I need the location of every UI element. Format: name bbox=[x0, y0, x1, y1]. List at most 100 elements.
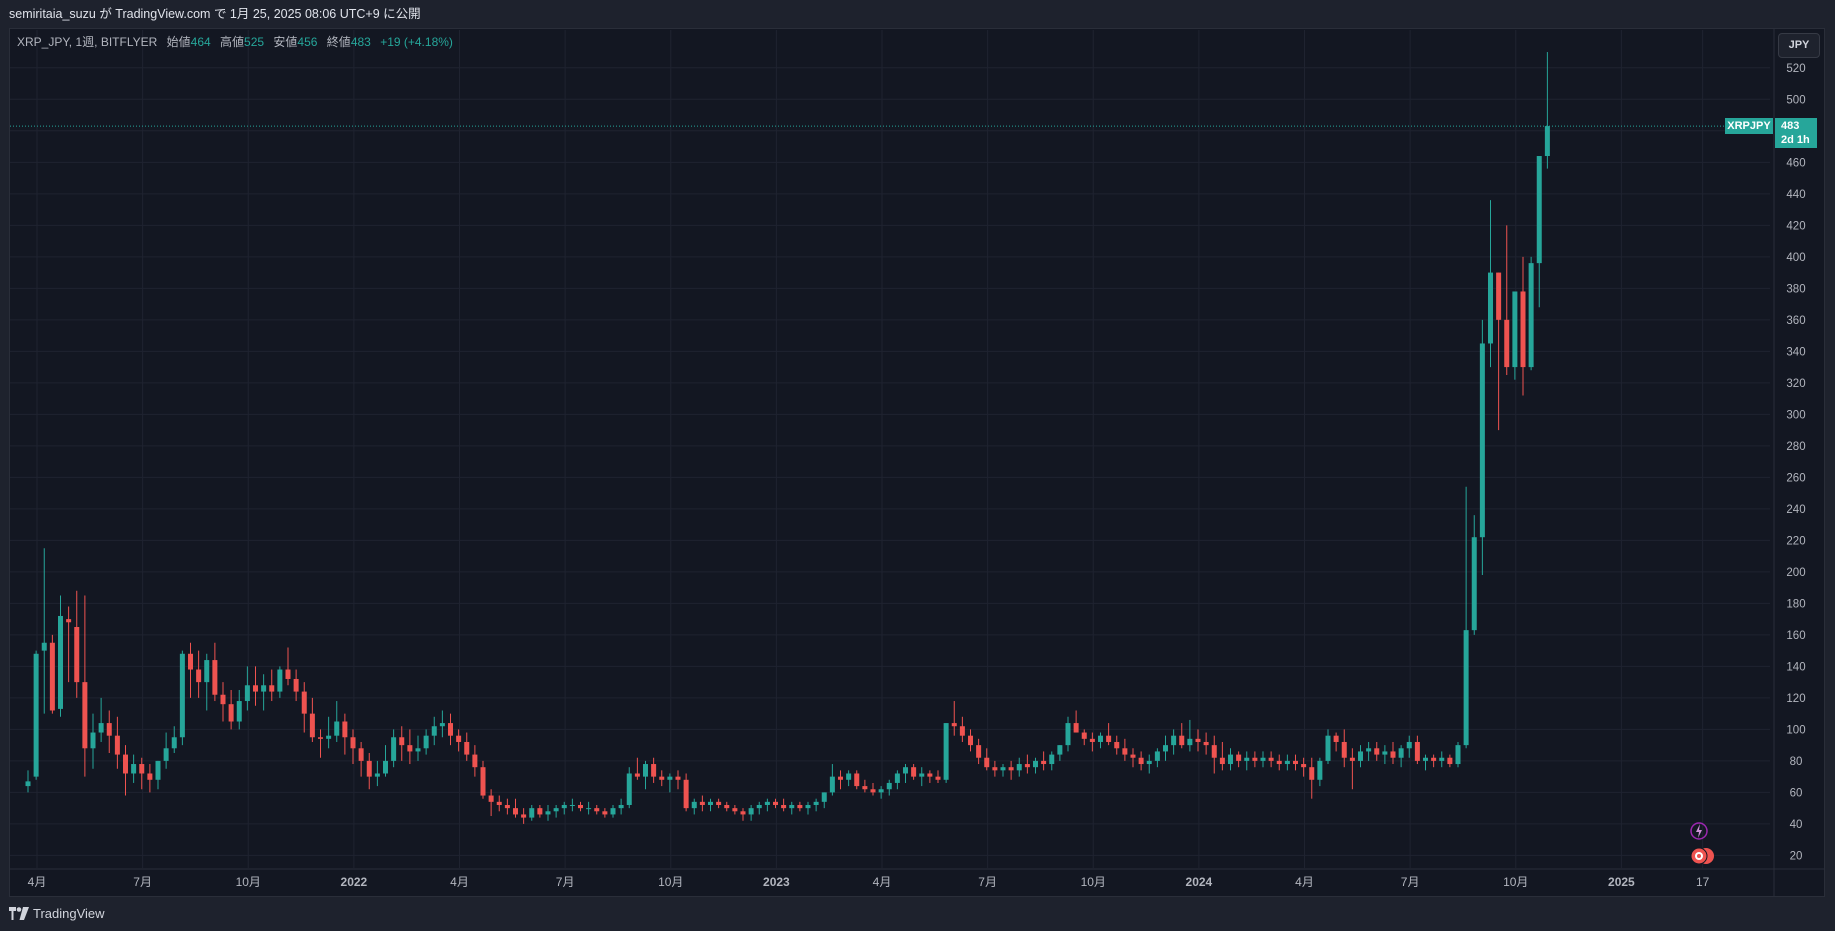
candle-body bbox=[480, 767, 486, 796]
candle-body bbox=[1333, 735, 1339, 742]
y-tick-label: 340 bbox=[1786, 346, 1805, 358]
candle-body bbox=[675, 776, 681, 780]
candle-body bbox=[1098, 735, 1103, 742]
legend-close-label: 終値 bbox=[326, 35, 351, 49]
publish-info: semiritaia_suzu が TradingView.com で 1月 2… bbox=[0, 0, 1835, 28]
candle-body bbox=[228, 704, 234, 722]
candle-body bbox=[1106, 735, 1112, 742]
candle-body bbox=[74, 626, 80, 683]
candle-body bbox=[147, 773, 153, 780]
candle-body bbox=[1089, 738, 1095, 742]
candle-body bbox=[594, 808, 600, 812]
x-tick-label: 2023 bbox=[763, 875, 790, 889]
candle-body bbox=[683, 779, 689, 809]
candle-body bbox=[1049, 754, 1055, 765]
candle-body bbox=[399, 737, 405, 746]
candle-body bbox=[41, 642, 47, 651]
candle-body bbox=[821, 792, 827, 802]
candle-body bbox=[699, 801, 705, 805]
candle-body bbox=[98, 723, 104, 733]
y-tick-label: 120 bbox=[1786, 693, 1805, 705]
legend-high-label: 高値 bbox=[220, 35, 245, 49]
candle-body bbox=[1260, 757, 1266, 761]
candle-body bbox=[1211, 745, 1217, 758]
candle-body bbox=[66, 619, 72, 623]
candle-body bbox=[1349, 757, 1355, 761]
candle-body bbox=[1512, 291, 1518, 368]
candle-body bbox=[1293, 760, 1298, 765]
candle-body bbox=[496, 801, 502, 805]
legend-low-label: 安値 bbox=[273, 35, 298, 49]
legend-low-value: 456 bbox=[297, 35, 318, 49]
candle-body bbox=[716, 801, 722, 805]
x-tick-label: 7月 bbox=[978, 875, 997, 889]
candle-body bbox=[1447, 757, 1453, 765]
chart-pane[interactable] bbox=[9, 28, 1825, 897]
x-tick-label: 4月 bbox=[873, 875, 892, 889]
y-tick-label: 360 bbox=[1786, 315, 1805, 327]
candle-body bbox=[1382, 751, 1388, 755]
candle-body bbox=[1146, 760, 1152, 765]
y-tick-label: 200 bbox=[1786, 567, 1805, 579]
currency-button[interactable]: JPY bbox=[1778, 33, 1820, 58]
legend-open-value: 464 bbox=[190, 35, 211, 49]
candle-body bbox=[1033, 760, 1038, 768]
y-tick-label: 220 bbox=[1786, 535, 1805, 547]
y-tick-label: 40 bbox=[1790, 819, 1803, 831]
x-tick-label: 17 bbox=[1696, 875, 1710, 889]
candle-body bbox=[277, 669, 283, 692]
candle-body bbox=[1390, 751, 1396, 758]
last-price-symbol-badge: XRPJPY bbox=[1725, 118, 1773, 135]
candle-body bbox=[862, 786, 868, 790]
candle-body bbox=[196, 669, 202, 683]
candle-body bbox=[618, 804, 624, 809]
legend-high-value: 525 bbox=[244, 35, 265, 49]
candle-body bbox=[1276, 760, 1282, 765]
y-tick-label: 180 bbox=[1786, 598, 1805, 610]
candle-body bbox=[1471, 537, 1477, 631]
candle-body bbox=[1252, 757, 1258, 761]
tradingview-brand[interactable]: TradingView bbox=[33, 906, 105, 921]
candle-body bbox=[1536, 156, 1542, 264]
candle-body bbox=[1366, 748, 1372, 752]
candle-body bbox=[423, 735, 429, 749]
candle-body bbox=[285, 669, 291, 679]
x-tick-label: 7月 bbox=[1401, 875, 1420, 889]
candle-body bbox=[1544, 126, 1550, 157]
x-tick-label: 10月 bbox=[1081, 875, 1106, 889]
x-tick-label: 4月 bbox=[1295, 875, 1314, 889]
candle-body bbox=[691, 801, 697, 809]
candle-body bbox=[894, 773, 900, 783]
candle-body bbox=[1024, 764, 1030, 768]
candle-body bbox=[464, 741, 470, 755]
tradingview-logo-icon[interactable] bbox=[9, 907, 29, 920]
y-tick-label: 20 bbox=[1790, 850, 1803, 862]
candle-body bbox=[1528, 263, 1534, 368]
candle-body bbox=[33, 653, 39, 777]
y-tick-label: 440 bbox=[1786, 189, 1805, 201]
candle-body bbox=[1358, 751, 1363, 761]
candle-body bbox=[1138, 757, 1144, 765]
candle-body bbox=[903, 767, 908, 774]
candle-body bbox=[261, 685, 267, 692]
candle-body bbox=[561, 804, 567, 809]
chart-canvas[interactable]: 20 40 60 80 100 120 140 160 180 200 220 240 260 280 30… bbox=[0, 0, 1835, 897]
candle-body bbox=[244, 685, 250, 702]
candle-body bbox=[391, 737, 397, 761]
candle-body bbox=[49, 642, 55, 711]
legend-close-value: 483 bbox=[350, 35, 371, 49]
candle-body bbox=[1423, 757, 1428, 761]
candle-body bbox=[748, 808, 754, 815]
legend-symbol[interactable]: XRP_JPY, 1週, BITFLYER bbox=[17, 35, 158, 49]
candle-body bbox=[1439, 757, 1445, 761]
candle-body bbox=[407, 745, 413, 752]
candle-body bbox=[838, 776, 843, 780]
candle-body bbox=[789, 804, 795, 809]
candle-body bbox=[667, 776, 673, 780]
candle-body bbox=[1455, 745, 1461, 765]
candle-body bbox=[212, 660, 218, 695]
candle-body bbox=[1065, 723, 1071, 746]
candle-body bbox=[1163, 745, 1168, 752]
candle-body bbox=[740, 811, 746, 815]
candle-body bbox=[846, 773, 852, 780]
